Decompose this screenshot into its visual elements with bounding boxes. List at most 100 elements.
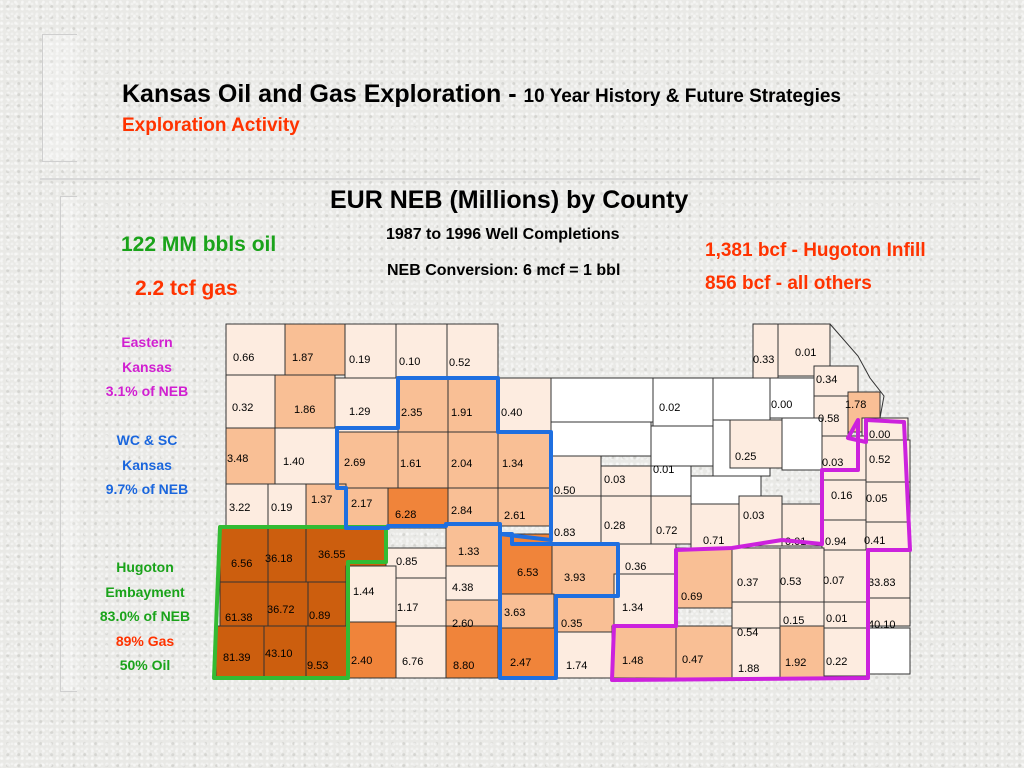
county [395, 323, 448, 379]
county-value-label: 1.88 [738, 663, 759, 675]
region-eastern-line1: Eastern [121, 334, 173, 350]
county [225, 323, 286, 376]
county [555, 631, 613, 679]
county [823, 627, 869, 677]
county-value-label: 0.28 [604, 520, 625, 532]
region-hugoton-gas: 89% Gas [115, 632, 175, 649]
county-value-label: 0.32 [232, 402, 253, 414]
county-value-label: 1.92 [785, 657, 806, 669]
region-eastern-share: 3.1% of NEB [105, 383, 189, 399]
county-value-label: 0.50 [554, 485, 575, 497]
total-oil: 122 MM bbls oil [121, 233, 277, 256]
county [347, 621, 397, 679]
county [690, 503, 740, 549]
county [675, 625, 733, 679]
county-value-label: 1.34 [502, 458, 523, 470]
county [447, 377, 499, 433]
county-value-label: 43.10 [265, 648, 293, 660]
county-value-label: 0.36 [625, 561, 646, 573]
county [397, 377, 449, 433]
county-value-label: 2.47 [510, 657, 531, 669]
county-value-label: 9.53 [307, 660, 328, 672]
region-hugoton-label: Hugoton Embayment 83.0% of NEB 89% Gas 5… [80, 555, 210, 678]
county [344, 323, 397, 379]
county [600, 465, 652, 497]
county [345, 487, 389, 527]
county [731, 601, 781, 629]
region-hugoton-line2: Embayment [105, 583, 185, 600]
county [497, 377, 552, 433]
county [867, 627, 911, 675]
county [779, 601, 825, 629]
county-value-label: 1.17 [397, 602, 418, 614]
county-value-label: 2.35 [401, 407, 422, 419]
county [219, 526, 269, 583]
county-value-label: 0.83 [554, 527, 575, 539]
county-value-label: 1.91 [451, 407, 472, 419]
county-value-label: 6.53 [517, 567, 538, 579]
county [499, 627, 557, 679]
county [307, 581, 347, 627]
county [769, 377, 815, 419]
county-value-label: 0.72 [656, 525, 677, 537]
county-value-label: 1.29 [349, 406, 370, 418]
county-value-label: 33.83 [868, 577, 896, 589]
county [611, 625, 677, 679]
county-value-label: 3.63 [504, 607, 525, 619]
decorative-frame-top [42, 34, 77, 162]
county [551, 543, 619, 597]
county-value-label: 3.22 [229, 502, 250, 514]
region-eastern-line2: Kansas [122, 358, 172, 375]
county [865, 439, 911, 483]
county-value-label: 2.04 [451, 458, 472, 470]
county-value-label: 0.01 [795, 347, 816, 359]
county-value-label: 0.35 [561, 618, 582, 630]
county [334, 377, 399, 433]
county-value-label: 2.17 [351, 498, 372, 510]
county [550, 377, 654, 423]
county [395, 577, 447, 627]
county [865, 481, 911, 523]
county-value-label: 0.34 [816, 374, 837, 386]
county-value-label: 61.38 [225, 612, 253, 624]
county-value-label: 0.03 [743, 510, 764, 522]
county [821, 479, 867, 521]
county [779, 547, 825, 603]
county [345, 565, 397, 623]
page-title-main: Kansas Oil and Gas Exploration - [122, 80, 524, 108]
region-hugoton-line1: Hugoton [116, 559, 174, 575]
county-label-layer: 0.66 1.87 0.19 0.10 0.52 0.33 0.01 0.32 1.86 1.29… [223, 347, 896, 675]
county-value-label: 0.03 [822, 457, 843, 469]
county-layer [215, 323, 911, 679]
county-value-label: 6.76 [402, 656, 423, 668]
county-value-label: 0.94 [825, 536, 846, 548]
county [777, 323, 831, 377]
county-value-label: 0.41 [864, 535, 885, 547]
county-value-label: 0.69 [681, 591, 702, 603]
county [823, 601, 869, 629]
county-value-label: 0.00 [869, 429, 890, 441]
county-value-label: 0.47 [682, 654, 703, 666]
county-value-label: 0.71 [703, 535, 724, 547]
county-value-label: 0.16 [831, 490, 852, 502]
county-value-label: 2.69 [344, 457, 365, 469]
total-gas: 2.2 tcf gas [135, 277, 238, 300]
county-value-label: 6.28 [395, 509, 416, 521]
county [395, 625, 447, 679]
county [650, 495, 692, 545]
wcsc-region-border-south [498, 532, 620, 680]
county-value-label: 0.66 [233, 352, 254, 364]
region-border-layer [212, 323, 912, 682]
region-eastern-label: Eastern Kansas 3.1% of NEB [82, 330, 212, 404]
county [675, 547, 733, 609]
eastern-region-border [610, 418, 912, 682]
county [550, 421, 652, 457]
county [781, 417, 823, 471]
county-value-label: 0.33 [753, 354, 774, 366]
county-value-label: 0.03 [604, 474, 625, 486]
county [613, 573, 677, 627]
county-value-label: 0.07 [823, 575, 844, 587]
county-value-label: 1.34 [622, 602, 643, 614]
county [729, 419, 783, 469]
